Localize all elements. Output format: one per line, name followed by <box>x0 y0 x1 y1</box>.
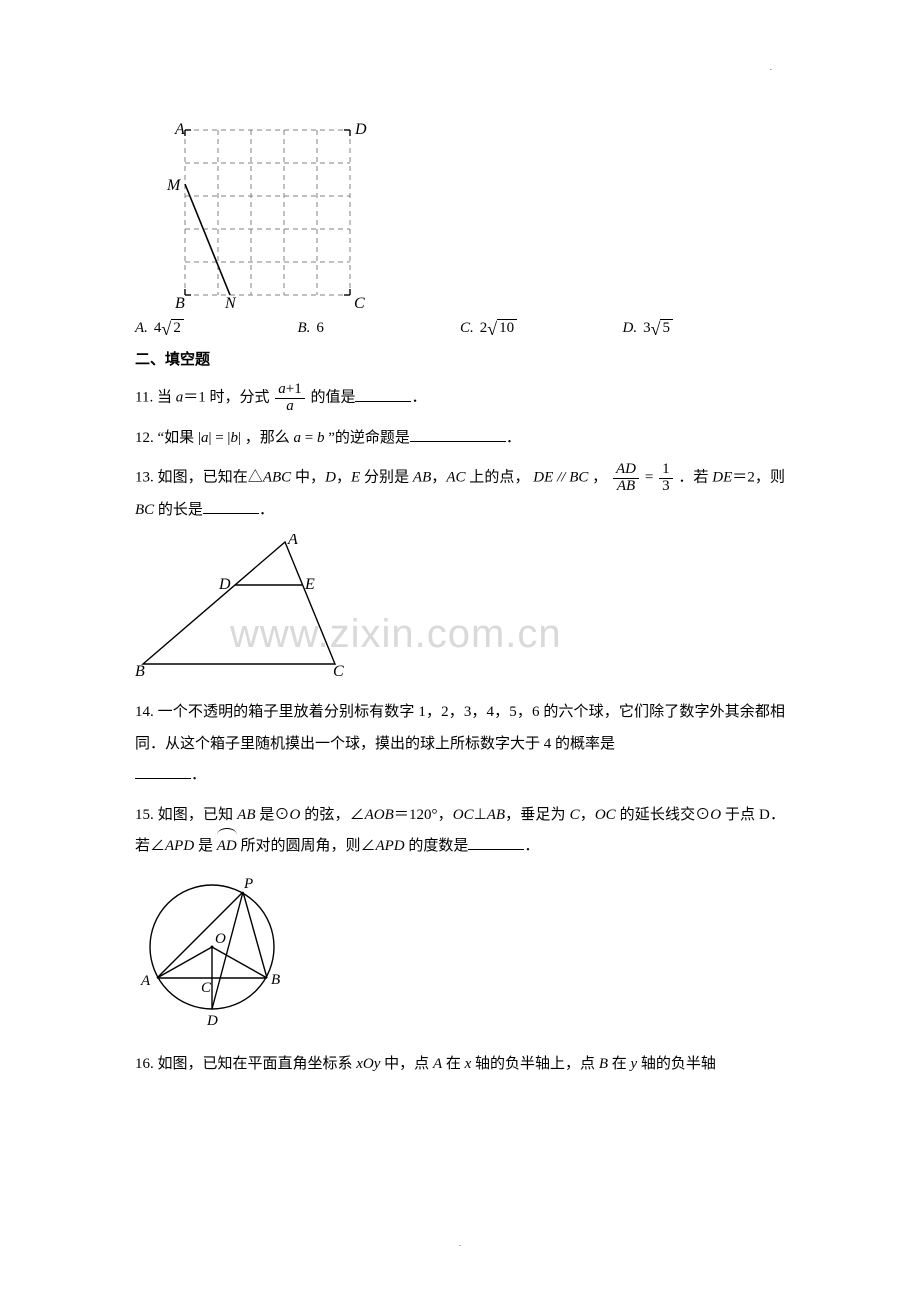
question-13: 13. 如图，已知在△ABC 中，D，E 分别是 AB，AC 上的点， DE /… <box>135 462 785 526</box>
q13-triangle-figure: A B C D E <box>135 534 785 679</box>
tri-label-E: E <box>304 576 315 593</box>
page-header-dot: . <box>770 60 772 74</box>
question-12: 12. “如果 |a| = |b| ，那么 a = b ”的逆命题是． <box>135 423 785 455</box>
option-B: B. 6 <box>298 316 461 340</box>
option-C: C. 2 √10 <box>460 316 623 340</box>
q15-circle-figure: P O A B C D <box>135 871 785 1031</box>
circ-label-P: P <box>243 876 253 892</box>
label-A: A <box>174 121 185 138</box>
label-M: M <box>166 177 182 194</box>
blank-14 <box>135 764 191 779</box>
question-15: 15. 如图，已知 AB 是⊙O 的弦，∠AOB＝120°，OC⊥AB，垂足为 … <box>135 800 785 863</box>
option-D: D. 3 √5 <box>623 316 786 340</box>
q10-options: A. 4 √2 B. 6 C. 2 √10 D. 3 √5 <box>135 316 785 340</box>
tri-label-A: A <box>287 534 298 548</box>
label-B: B <box>175 295 185 308</box>
blank-11 <box>355 387 411 402</box>
question-14: 14. 一个不透明的箱子里放着分别标有数字 1，2，3，4，5，6 的六个球，它… <box>135 697 785 792</box>
label-N: N <box>224 295 237 308</box>
tri-label-C: C <box>333 663 344 679</box>
label-D: D <box>354 121 367 138</box>
circ-label-O: O <box>215 931 226 947</box>
blank-13 <box>203 499 259 514</box>
circ-label-D: D <box>206 1013 218 1029</box>
question-11: 11. 当 a＝1 时，分式 a+1a 的值是． <box>135 382 785 415</box>
section-title-fill: 二、填空题 <box>135 348 785 372</box>
blank-12 <box>410 427 506 442</box>
circ-label-C: C <box>201 980 212 996</box>
option-A: A. 4 √2 <box>135 316 298 340</box>
circ-label-A: A <box>140 973 151 989</box>
question-16: 16. 如图，已知在平面直角坐标系 xOy 中，点 A 在 x 轴的负半轴上，点… <box>135 1049 785 1081</box>
blank-15 <box>468 835 524 850</box>
circ-label-B: B <box>271 972 280 988</box>
page-footer-dot: . <box>459 1236 461 1250</box>
tri-label-D: D <box>218 576 231 593</box>
tri-label-B: B <box>135 663 145 679</box>
q10-grid-figure: A D M B N C <box>157 118 785 308</box>
label-C: C <box>354 295 365 308</box>
